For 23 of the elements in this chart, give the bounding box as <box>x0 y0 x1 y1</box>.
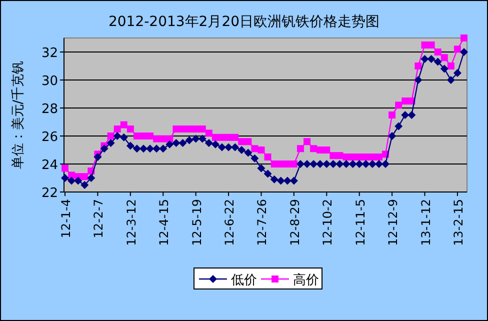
x-tick-label: 12-12-9 <box>386 199 400 246</box>
x-tick-label: 13-2-15 <box>451 199 466 246</box>
x-tick-label: 13-1-12 <box>418 199 433 246</box>
y-axis-title: 单位：美元/千克钒 <box>10 60 26 170</box>
y-tick-label: 30 <box>41 74 58 89</box>
legend-label: 高价 <box>293 272 319 288</box>
x-tick-label: 12-1-4 <box>59 199 73 238</box>
x-tick-label: 12-11-5 <box>353 199 368 246</box>
chart-title: 2012-2013年2月20日欧洲钒铁价格走势图 <box>108 14 380 30</box>
x-tick-label: 12-3-12 <box>124 199 138 246</box>
y-tick-label: 24 <box>41 158 58 173</box>
x-tick-label: 12-6-22 <box>222 199 237 246</box>
legend-label: 低价 <box>231 273 257 288</box>
y-tick-label: 26 <box>41 130 58 145</box>
y-tick-label: 28 <box>41 102 58 117</box>
y-tick-label: 32 <box>41 46 58 61</box>
x-tick-label: 12-2-7 <box>92 199 106 238</box>
y-tick-label: 22 <box>41 186 58 201</box>
x-tick-label: 12-5-19 <box>190 199 204 246</box>
x-tick-label: 12-8-29 <box>288 199 302 246</box>
x-tick-label: 12-4-15 <box>157 199 172 246</box>
x-tick-label: 12-10-2 <box>320 199 335 246</box>
x-tick-label: 12-7-26 <box>255 199 270 246</box>
